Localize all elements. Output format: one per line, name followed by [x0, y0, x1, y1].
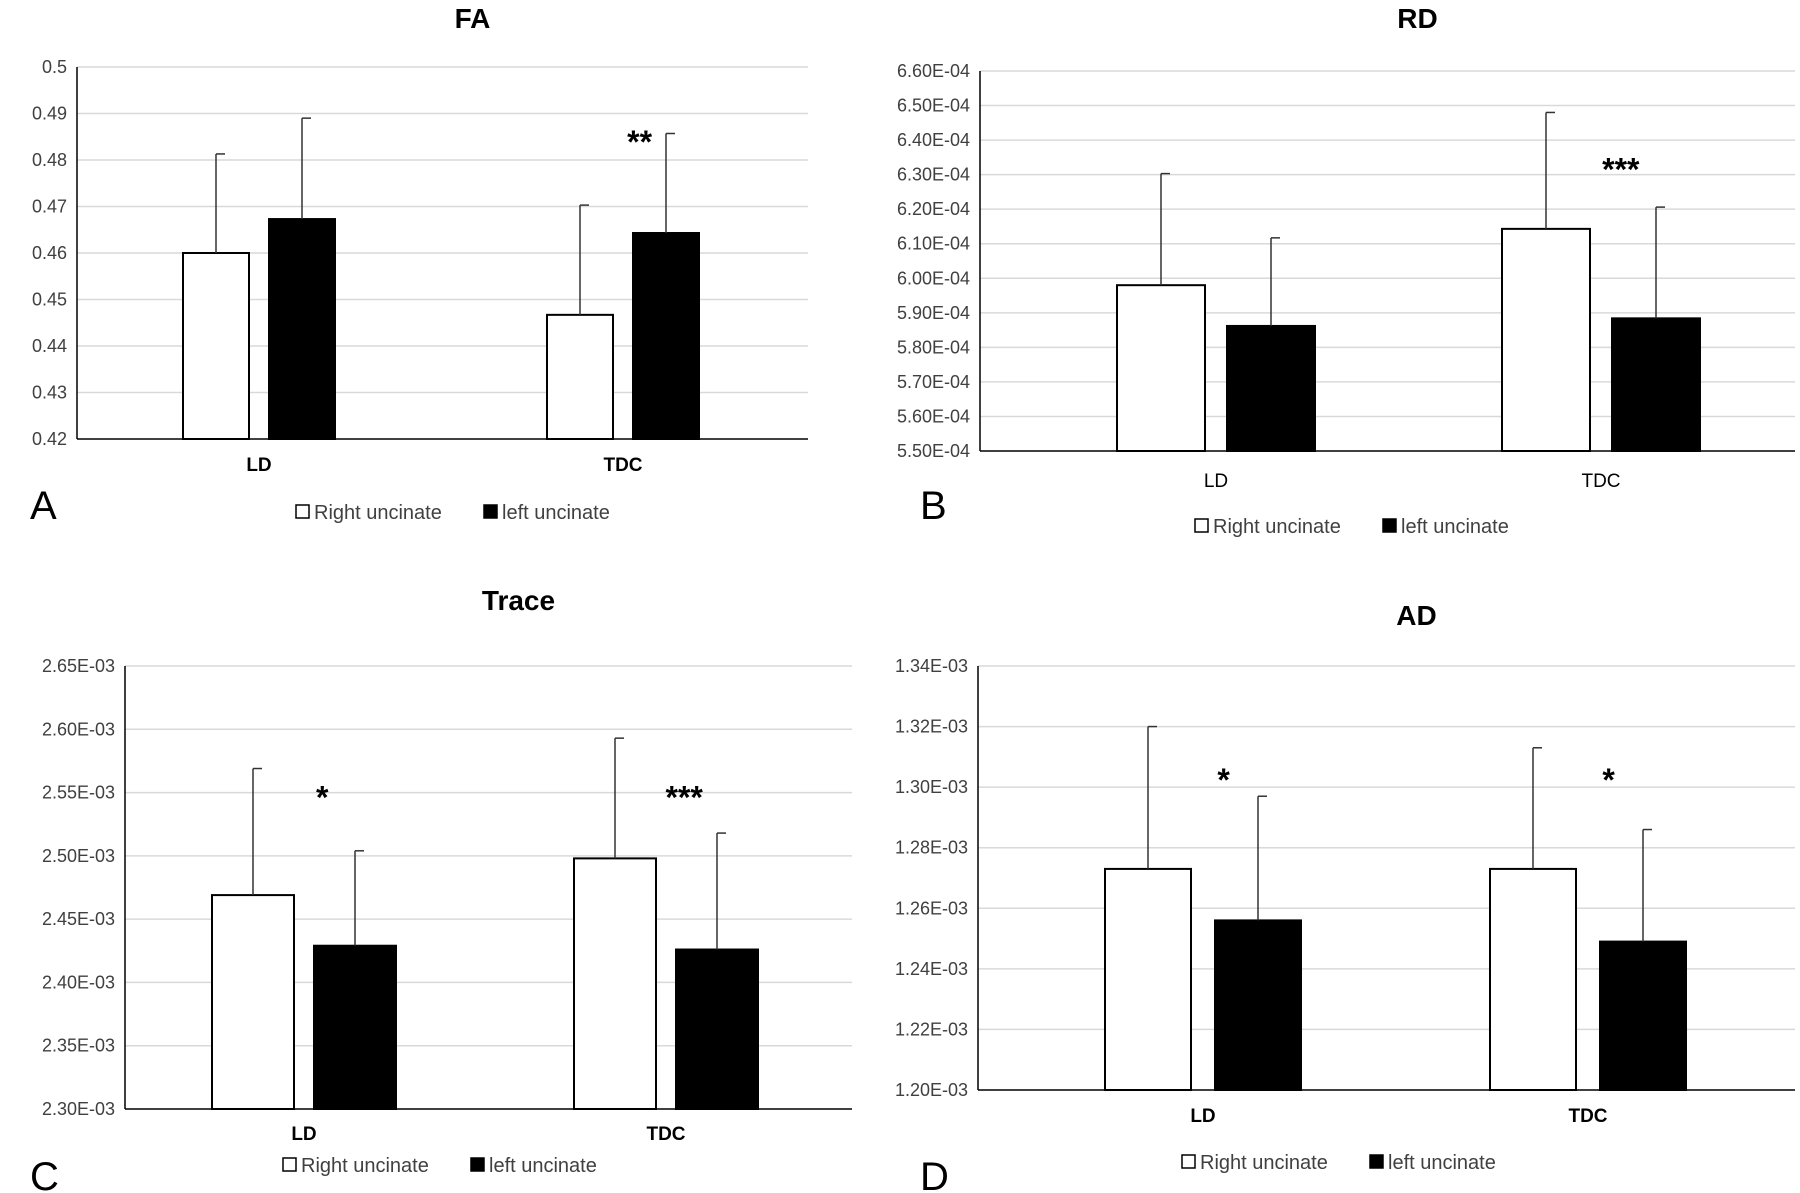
y-tick-label: 6.20E-04: [897, 199, 970, 219]
chart-panel-b: RD 5.50E-04 5.60E-04 5.70E-04 5.80E-04 5.90E-…: [897, 3, 1795, 538]
y-tick-label: 0.46: [32, 243, 67, 263]
y-tick-label: 2.60E-03: [42, 719, 115, 739]
y-tick-label: 2.40E-03: [42, 972, 115, 992]
bar-right-uncinate-tdc: [1489, 867, 1577, 1092]
legend-label-right: Right uncinate: [1213, 516, 1341, 538]
legend-swatch-left: [470, 1157, 485, 1172]
bar-left-uncinate-ld: [1214, 919, 1302, 1092]
significance-marker: *: [1602, 762, 1615, 798]
panel-letter: B: [920, 484, 947, 528]
y-tick-label: 2.50E-03: [42, 846, 115, 866]
x-category-label: TDC: [1568, 1106, 1607, 1127]
y-tick-label: 0.45: [32, 290, 67, 310]
bar-right-uncinate-tdc: [573, 857, 657, 1110]
chart-title: AD: [1396, 600, 1436, 631]
bar-left-uncinate-tdc: [632, 232, 700, 440]
x-category-label: TDC: [1581, 471, 1620, 492]
y-tick-label: 2.30E-03: [42, 1099, 115, 1119]
legend-label-left: left uncinate: [489, 1155, 597, 1177]
legend-label-left: left uncinate: [502, 502, 610, 524]
x-category-label: LD: [1204, 471, 1228, 492]
y-tick-label: 2.65E-03: [42, 656, 115, 676]
y-tick-label: 2.45E-03: [42, 909, 115, 929]
chart-panel-a: FA 0.42 0.43 0.44 0.45 0.46 0.47 0.48 0.49 0.5 LD T…: [30, 3, 808, 528]
legend-swatch-right: [295, 504, 310, 519]
legend-label-right: Right uncinate: [1200, 1152, 1328, 1174]
x-category-label: LD: [246, 455, 271, 476]
significance-marker: ***: [1602, 151, 1640, 187]
y-tick-label: 5.90E-04: [897, 303, 970, 323]
y-tick-label: 5.70E-04: [897, 372, 970, 392]
legend-swatch-right: [1194, 518, 1209, 533]
legend-swatch-left: [483, 504, 498, 519]
y-tick-label: 0.47: [32, 197, 67, 217]
bar-left-uncinate-tdc: [1599, 940, 1687, 1091]
y-tick-label: 6.40E-04: [897, 130, 970, 150]
panel-letter: A: [30, 484, 57, 528]
x-category-label: LD: [1190, 1106, 1215, 1127]
bar-right-uncinate-ld: [1104, 867, 1192, 1092]
y-tick-label: 1.24E-03: [895, 959, 968, 979]
y-tick-label: 6.60E-04: [897, 61, 970, 81]
y-tick-label: 0.48: [32, 150, 67, 170]
legend-label-right: Right uncinate: [314, 502, 442, 524]
y-tick-label: 0.5: [42, 57, 67, 77]
bar-left-uncinate-ld: [1226, 324, 1316, 453]
significance-marker: *: [316, 780, 329, 816]
bar-right-uncinate-tdc: [1501, 227, 1591, 452]
panel-letter: D: [920, 1155, 949, 1193]
x-category-label: TDC: [646, 1124, 685, 1145]
y-tick-label: 5.80E-04: [897, 337, 970, 357]
significance-marker: **: [627, 124, 652, 160]
bar-left-uncinate-ld: [313, 944, 397, 1110]
y-tick-label: 1.30E-03: [895, 777, 968, 797]
y-tick-label: 0.49: [32, 104, 67, 124]
chart-title: RD: [1397, 3, 1437, 34]
legend-label-right: Right uncinate: [301, 1155, 429, 1177]
legend-swatch-right: [282, 1157, 297, 1172]
y-tick-label: 0.42: [32, 429, 67, 449]
y-tick-label: 6.00E-04: [897, 268, 970, 288]
legend-swatch-left: [1382, 518, 1397, 533]
legend-label-left: left uncinate: [1401, 516, 1509, 538]
bar-left-uncinate-tdc: [675, 948, 759, 1111]
legend-swatch-left: [1369, 1154, 1384, 1169]
y-tick-label: 1.22E-03: [895, 1019, 968, 1039]
y-tick-label: 0.43: [32, 383, 67, 403]
y-tick-label: 1.28E-03: [895, 838, 968, 858]
significance-marker: *: [1217, 762, 1230, 798]
y-tick-label: 6.10E-04: [897, 234, 970, 254]
bar-right-uncinate-ld: [211, 894, 295, 1111]
bar-right-uncinate-ld: [1116, 284, 1206, 452]
y-tick-label: 2.55E-03: [42, 783, 115, 803]
chart-panel-d: AD 1.20E-03 1.22E-03 1.24E-03 1.26E-03 1.28E-…: [895, 600, 1795, 1193]
chart-panel-c: Trace 2.30E-03 2.35E-03 2.40E-03 2.45E-03 2.5…: [30, 585, 852, 1193]
y-tick-label: 1.26E-03: [895, 898, 968, 918]
x-category-label: LD: [291, 1124, 316, 1145]
y-tick-label: 1.20E-03: [895, 1080, 968, 1100]
x-category-label: TDC: [603, 455, 642, 476]
significance-marker: ***: [666, 780, 704, 816]
y-tick-label: 5.50E-04: [897, 441, 970, 461]
y-tick-label: 5.60E-04: [897, 406, 970, 426]
chart-title: FA: [455, 3, 491, 34]
bar-left-uncinate-ld: [268, 218, 336, 440]
y-tick-label: 1.34E-03: [895, 656, 968, 676]
y-tick-label: 6.50E-04: [897, 96, 970, 116]
y-tick-label: 1.32E-03: [895, 717, 968, 737]
bar-left-uncinate-tdc: [1611, 317, 1701, 452]
bar-right-uncinate-ld: [182, 252, 250, 440]
y-tick-label: 0.44: [32, 336, 67, 356]
panel-letter: C: [30, 1155, 59, 1193]
legend-label-left: left uncinate: [1388, 1152, 1496, 1174]
y-tick-label: 6.30E-04: [897, 165, 970, 185]
bar-right-uncinate-tdc: [546, 313, 614, 440]
legend-swatch-right: [1181, 1154, 1196, 1169]
y-tick-label: 2.35E-03: [42, 1036, 115, 1056]
chart-title: Trace: [482, 585, 555, 616]
